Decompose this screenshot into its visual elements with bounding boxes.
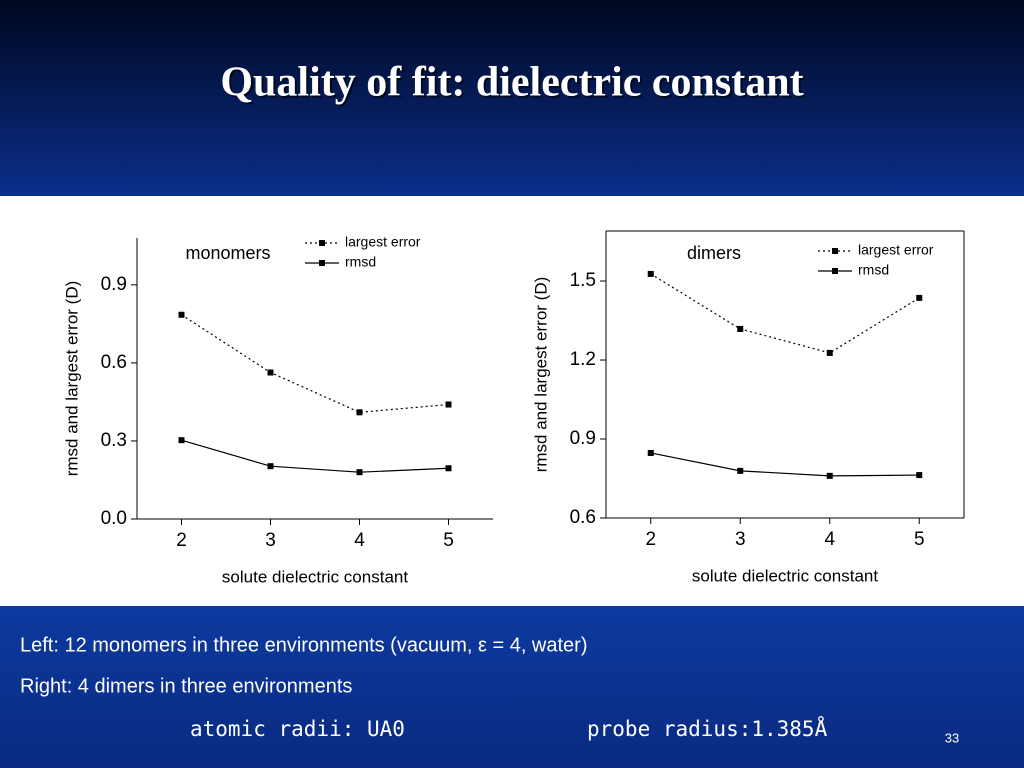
point: [916, 472, 923, 479]
point: [647, 270, 654, 277]
point: [916, 294, 923, 301]
x-tick-label: 4: [824, 529, 835, 550]
series-line: [181, 439, 449, 473]
note: Left: 12 monomers in three environments …: [20, 634, 588, 656]
y-tick-label: 1.5: [570, 270, 596, 291]
x-tick-label: 5: [443, 530, 454, 551]
legend-label: largest error: [858, 242, 934, 258]
point: [445, 401, 452, 408]
point: [267, 369, 274, 376]
y-tick-label: 0.3: [101, 430, 127, 451]
x-axis-label: solute dielectric constant: [692, 566, 878, 585]
footer-text: probe radius:1.385Å: [587, 715, 828, 741]
header-band: [0, 0, 1024, 196]
legend-marker: [832, 248, 838, 254]
series-line: [650, 452, 920, 477]
legend-label: rmsd: [858, 262, 889, 278]
y-tick-label: 0.9: [101, 274, 127, 295]
x-tick-label: 2: [176, 530, 187, 551]
legend-marker: [319, 260, 325, 266]
page-number: 33: [945, 730, 959, 745]
point: [178, 437, 185, 444]
legend-marker: [832, 268, 838, 274]
y-tick-label: 0.9: [570, 428, 596, 449]
point: [826, 472, 833, 479]
point: [737, 325, 744, 332]
x-tick-label: 5: [914, 529, 925, 550]
series-line: [650, 273, 920, 354]
point: [267, 463, 274, 470]
point: [356, 469, 363, 476]
y-axis-label: rmsd and largest error (D): [62, 281, 81, 477]
legend-label: largest error: [345, 234, 421, 250]
x-tick-label: 3: [265, 530, 276, 551]
footer-text: atomic radii: UA0: [190, 717, 405, 741]
chart-area: [0, 196, 1024, 606]
point: [826, 349, 833, 356]
x-tick-label: 3: [735, 529, 746, 550]
point: [647, 449, 654, 456]
y-tick-label: 1.2: [570, 349, 596, 370]
y-tick-label: 0.0: [101, 508, 127, 529]
legend-label: rmsd: [345, 254, 376, 270]
x-tick-label: 2: [645, 529, 656, 550]
slide-title: Quality of fit: dielectric constant: [220, 60, 803, 106]
point: [445, 465, 452, 472]
point: [356, 409, 363, 416]
title-shadow: Quality of fit: dielectric constant: [222, 62, 805, 108]
x-axis-label: solute dielectric constant: [222, 567, 408, 586]
footer-band: [0, 606, 1024, 768]
annotation: dimers: [687, 243, 741, 263]
y-axis-label: rmsd and largest error (D): [531, 277, 550, 473]
x-tick-label: 4: [354, 530, 365, 551]
y-tick-label: 0.6: [570, 507, 596, 528]
legend-marker: [319, 240, 325, 246]
note: Right: 4 dimers in three environments: [20, 675, 352, 697]
point: [178, 311, 185, 318]
point: [737, 467, 744, 474]
annotation: monomers: [185, 243, 270, 263]
y-tick-label: 0.6: [101, 352, 127, 373]
